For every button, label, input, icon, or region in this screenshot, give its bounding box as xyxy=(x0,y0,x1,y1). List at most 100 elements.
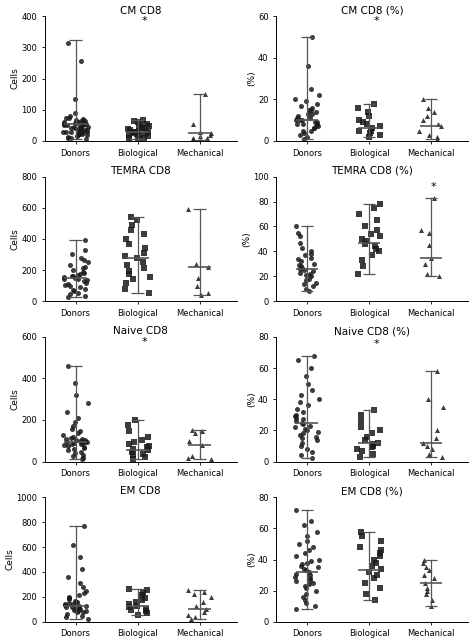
Point xyxy=(145,440,153,451)
Point xyxy=(207,592,215,602)
Point xyxy=(78,128,85,138)
Point xyxy=(71,123,79,133)
Point xyxy=(74,270,82,280)
Point xyxy=(64,133,72,143)
Point xyxy=(307,113,314,123)
Point xyxy=(357,410,365,420)
Point xyxy=(425,240,433,251)
Point xyxy=(125,599,133,609)
Point xyxy=(186,435,193,446)
Point xyxy=(367,229,374,239)
Point xyxy=(133,215,140,225)
Point xyxy=(425,565,433,576)
Point xyxy=(67,122,75,133)
Point xyxy=(68,601,76,612)
Point xyxy=(421,259,429,269)
Point xyxy=(299,428,307,439)
Point xyxy=(202,604,210,614)
Point xyxy=(376,425,384,435)
Point xyxy=(365,107,372,117)
Point xyxy=(71,108,79,118)
Point xyxy=(75,601,83,611)
Point xyxy=(300,419,307,430)
Point xyxy=(371,242,379,252)
Point xyxy=(423,111,430,121)
Point xyxy=(308,447,316,457)
Point xyxy=(308,109,316,119)
Point xyxy=(424,102,432,113)
Point xyxy=(428,252,435,263)
Point xyxy=(304,379,311,389)
Point xyxy=(432,433,440,443)
Point xyxy=(294,355,302,365)
Point xyxy=(82,437,89,447)
Point xyxy=(64,445,72,455)
Point xyxy=(141,248,148,258)
Point xyxy=(196,131,203,142)
Point xyxy=(312,278,319,288)
Point xyxy=(191,589,198,600)
Point xyxy=(423,440,430,451)
Point xyxy=(79,119,87,129)
Point xyxy=(184,204,192,214)
Point xyxy=(131,127,138,137)
Point xyxy=(64,279,72,289)
Point xyxy=(295,260,302,270)
Point xyxy=(83,127,91,137)
Point xyxy=(369,442,376,453)
Point xyxy=(131,128,138,138)
Point xyxy=(313,435,321,445)
Text: *: * xyxy=(142,337,147,347)
Point xyxy=(298,417,305,428)
Point xyxy=(309,542,317,552)
Title: TEMRA CD8 (%): TEMRA CD8 (%) xyxy=(331,166,413,176)
Y-axis label: Cells: Cells xyxy=(11,68,20,90)
Point xyxy=(193,281,201,291)
Point xyxy=(73,131,81,142)
Point xyxy=(82,116,89,126)
Point xyxy=(79,453,87,463)
Point xyxy=(76,603,83,614)
Point xyxy=(376,548,384,558)
Point xyxy=(74,428,82,439)
Point xyxy=(82,283,89,294)
Point xyxy=(199,426,206,437)
Point xyxy=(192,600,200,611)
Point xyxy=(292,94,299,104)
Point xyxy=(184,453,192,463)
Point xyxy=(126,266,133,276)
Point xyxy=(425,129,433,140)
Point xyxy=(123,260,131,270)
Point xyxy=(297,129,304,140)
Point xyxy=(423,585,430,596)
Point xyxy=(81,235,89,245)
Point xyxy=(295,539,303,549)
Point xyxy=(62,600,69,610)
Point xyxy=(122,234,129,244)
Point xyxy=(129,444,137,454)
Point xyxy=(79,450,87,460)
Point xyxy=(188,451,196,461)
Point xyxy=(294,254,302,264)
Point xyxy=(144,442,151,453)
Point xyxy=(362,236,370,247)
Point xyxy=(300,134,308,144)
Point xyxy=(298,561,305,571)
Point xyxy=(64,132,72,142)
Point xyxy=(70,285,77,295)
Point xyxy=(76,126,83,136)
Point xyxy=(360,117,367,128)
Point xyxy=(208,454,215,464)
Point xyxy=(308,252,315,263)
Point xyxy=(136,122,143,132)
Point xyxy=(376,121,384,131)
Point xyxy=(145,131,152,142)
Point xyxy=(424,394,432,404)
Point xyxy=(433,425,441,435)
Point xyxy=(197,126,204,137)
Point xyxy=(292,410,300,420)
Point xyxy=(310,259,318,269)
Point xyxy=(125,238,133,249)
Point xyxy=(302,598,310,609)
Point xyxy=(139,448,146,459)
